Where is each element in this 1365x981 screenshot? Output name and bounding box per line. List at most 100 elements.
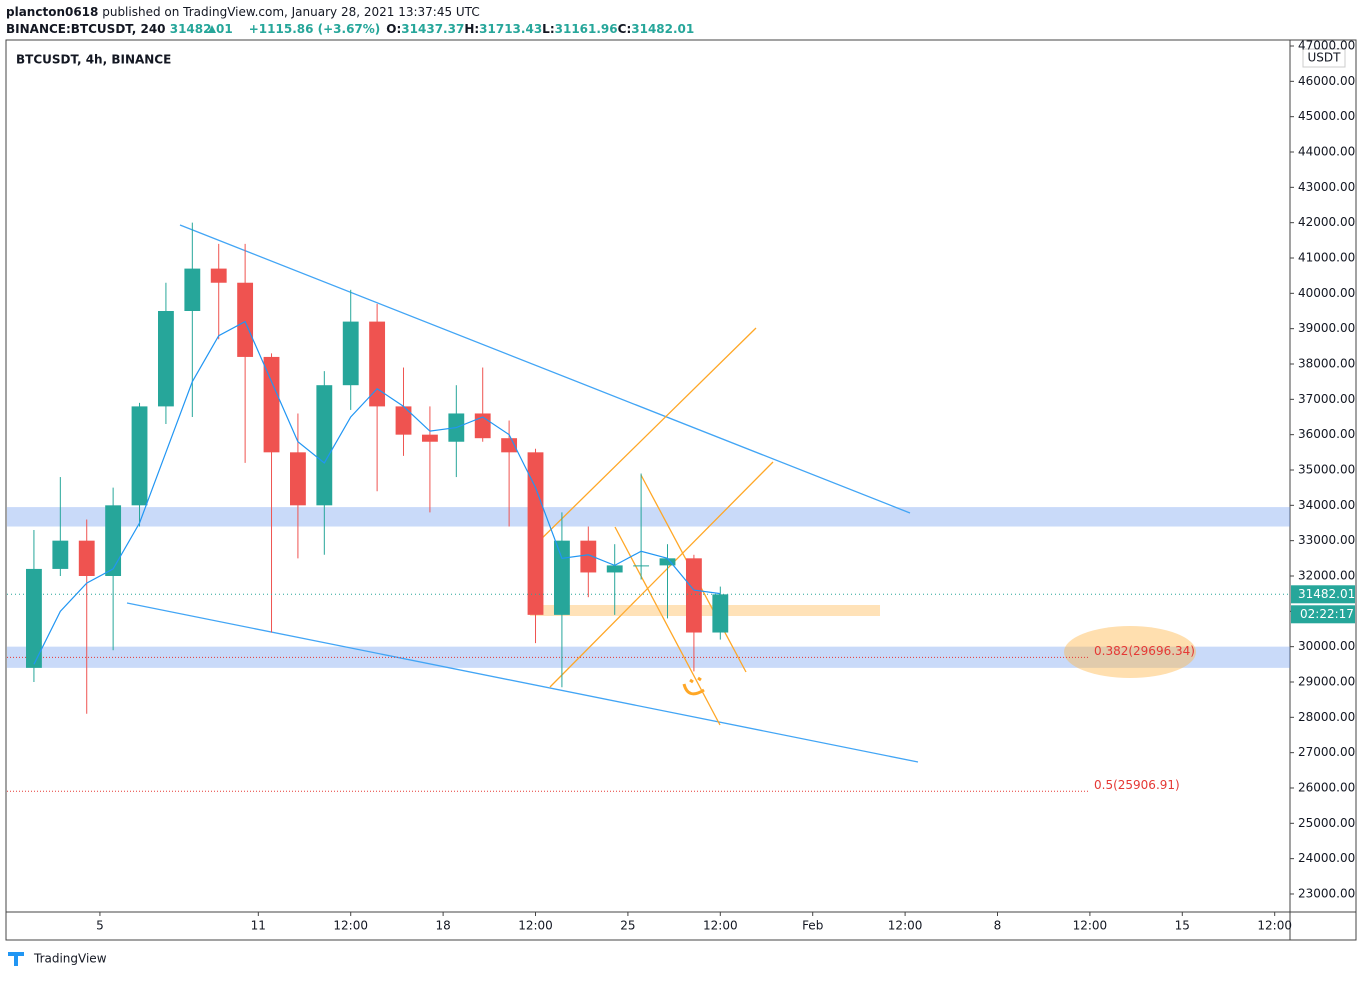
candle-body bbox=[158, 310, 174, 407]
up-arrow bbox=[208, 25, 216, 33]
header-line-1: plancton0618 published on TradingView.co… bbox=[6, 5, 480, 19]
candle-body bbox=[210, 268, 227, 283]
channel-line bbox=[529, 327, 757, 551]
x-tick-label: 5 bbox=[96, 919, 104, 933]
x-tick-label: 8 bbox=[994, 919, 1002, 933]
candle-body bbox=[633, 565, 650, 567]
y-tick-label: 40000.00 bbox=[1298, 286, 1355, 300]
x-tick-label: 12:00 bbox=[1073, 919, 1108, 933]
y-tick-label: 44000.00 bbox=[1298, 145, 1355, 159]
orange-zone bbox=[530, 605, 880, 616]
candle-body bbox=[553, 540, 570, 615]
ohlc-key: L: bbox=[542, 22, 554, 36]
candle-body bbox=[685, 558, 702, 633]
candle-body bbox=[580, 540, 597, 573]
y-tick-label: 37000.00 bbox=[1298, 392, 1355, 406]
trendline bbox=[126, 602, 919, 763]
candle-body bbox=[527, 452, 544, 615]
y-tick-label: 39000.00 bbox=[1298, 321, 1355, 335]
x-tick-label: 12:00 bbox=[888, 919, 923, 933]
ohlc-value: 31713.43 bbox=[479, 22, 542, 36]
drawings bbox=[126, 224, 1196, 763]
y-tick-label: 46000.00 bbox=[1298, 74, 1355, 88]
candle-body bbox=[237, 282, 254, 357]
logo bbox=[8, 952, 24, 966]
y-tick-label: 30000.00 bbox=[1298, 639, 1355, 653]
ohlc: O:31437.37H:31713.43L:31161.96C:31482.01 bbox=[386, 22, 694, 36]
y-tick-label: 25000.00 bbox=[1298, 816, 1355, 830]
y-tick-label: 45000.00 bbox=[1298, 109, 1355, 123]
candle-body bbox=[26, 568, 42, 668]
x-tick-label: 15 bbox=[1175, 919, 1190, 933]
y-tick-label: 29000.00 bbox=[1298, 674, 1355, 688]
candle-body bbox=[659, 558, 676, 566]
candle-body bbox=[52, 540, 69, 569]
highlight bbox=[1064, 626, 1196, 678]
y-tick-label: 38000.00 bbox=[1298, 356, 1355, 370]
candle-body bbox=[421, 434, 438, 442]
header-line-2: BINANCE:BTCUSDT, 240 31482.01 +1115.86 (+… bbox=[6, 22, 694, 36]
author: plancton0618 bbox=[6, 5, 98, 19]
ohlc-value: 31482.01 bbox=[631, 22, 694, 36]
channel-line bbox=[549, 461, 774, 688]
fib-label: 0.382(29696.34) bbox=[1094, 644, 1195, 658]
candle-body bbox=[369, 321, 386, 407]
y-tick-label: 34000.00 bbox=[1298, 498, 1355, 512]
y-tick-label: 47000.00 bbox=[1298, 39, 1355, 53]
y-tick-label: 24000.00 bbox=[1298, 851, 1355, 865]
candle-body bbox=[712, 594, 729, 633]
x-tick-label: 12:00 bbox=[1257, 919, 1292, 933]
x-tick-label: 25 bbox=[620, 919, 635, 933]
candle-body bbox=[316, 385, 333, 506]
published: published on TradingView.com, January 28… bbox=[102, 5, 479, 19]
candle-body bbox=[184, 268, 201, 311]
countdown: 02:22:17 bbox=[1300, 607, 1354, 621]
candle-body bbox=[131, 406, 148, 506]
x-tick-label: 11 bbox=[251, 919, 266, 933]
chart-legend: BTCUSDT, 4h, BINANCE bbox=[16, 53, 171, 67]
x-tick-label: 12:00 bbox=[333, 919, 368, 933]
ohlc-key: C: bbox=[618, 22, 632, 36]
fib-label: 0.5(25906.91) bbox=[1094, 778, 1180, 792]
y-tick-label: 33000.00 bbox=[1298, 533, 1355, 547]
candle-body bbox=[263, 356, 280, 453]
candle-body bbox=[606, 565, 623, 573]
zone bbox=[7, 507, 1290, 527]
ohlc-value: 31161.96 bbox=[555, 22, 618, 36]
y-tick-label: 27000.00 bbox=[1298, 745, 1355, 759]
countdown-box bbox=[1291, 605, 1355, 624]
candle-body bbox=[105, 505, 122, 576]
candle-body bbox=[289, 452, 306, 506]
last-price: 31482.01 bbox=[1298, 587, 1355, 601]
y-tick-label: 23000.00 bbox=[1298, 886, 1355, 900]
x-tick-label: 12:00 bbox=[518, 919, 553, 933]
price: 31482.01 bbox=[170, 22, 233, 36]
ohlc-value: 31437.37 bbox=[401, 22, 464, 36]
y-tick-label: 36000.00 bbox=[1298, 427, 1355, 441]
currency: USDT bbox=[1308, 51, 1342, 65]
brand: TradingView bbox=[33, 952, 107, 966]
zones bbox=[7, 507, 1290, 668]
y-tick-label: 32000.00 bbox=[1298, 568, 1355, 582]
trendline bbox=[179, 224, 911, 514]
change: +1115.86 (+3.67%) bbox=[249, 22, 381, 36]
frame bbox=[5, 39, 1357, 941]
candle-body bbox=[395, 406, 412, 435]
y-tick-label: 35000.00 bbox=[1298, 462, 1355, 476]
last-price-box bbox=[1291, 585, 1355, 604]
y-tick-label: 42000.00 bbox=[1298, 215, 1355, 229]
symbol: BINANCE:BTCUSDT, 240 bbox=[6, 22, 166, 36]
y-tick-label: 43000.00 bbox=[1298, 180, 1355, 194]
candle-body bbox=[78, 540, 95, 576]
moving-average bbox=[33, 320, 721, 665]
plot: 0.382(29696.34) 0.5(25906.91) bbox=[7, 222, 1195, 792]
x-tick-label: 12:00 bbox=[703, 919, 738, 933]
currency-box bbox=[1302, 48, 1346, 68]
ohlc-key: O: bbox=[386, 22, 401, 36]
smiley bbox=[682, 676, 705, 696]
candle-body bbox=[342, 321, 359, 386]
x-tick-label: 18 bbox=[435, 919, 450, 933]
ohlc-key: H: bbox=[464, 22, 479, 36]
